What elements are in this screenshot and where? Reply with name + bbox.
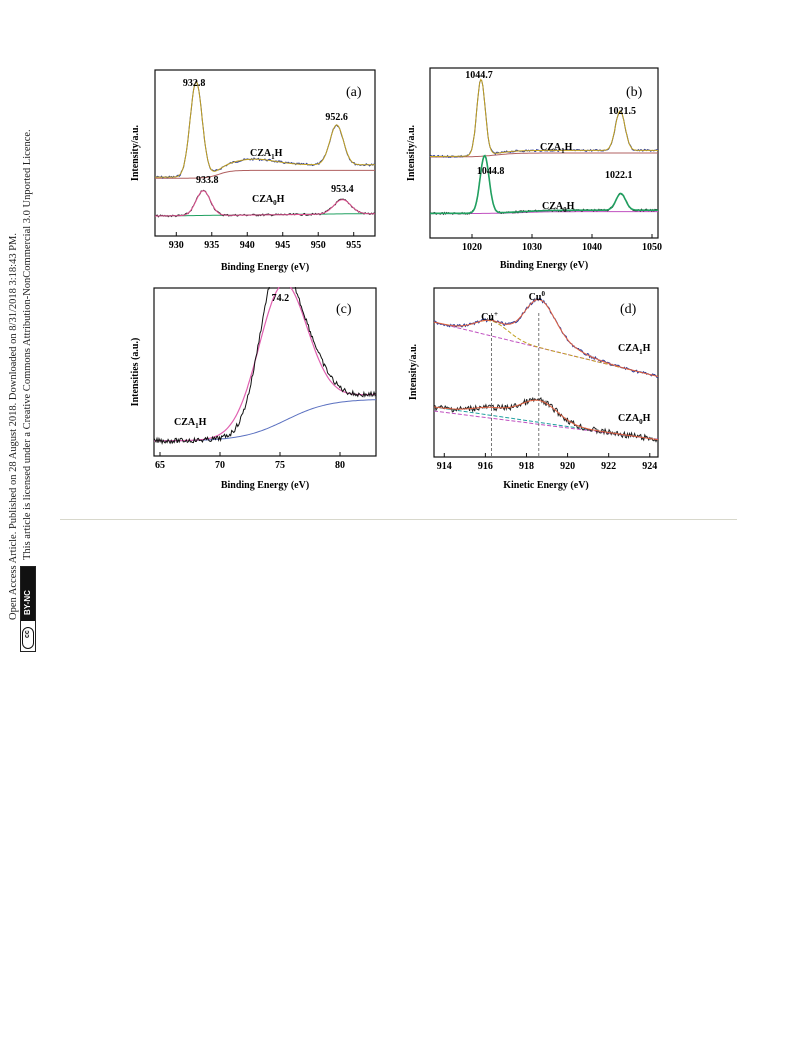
y-axis-label: Intensity/a.u. — [406, 124, 417, 181]
peak-label-2: 952.6 — [325, 112, 348, 123]
cc-badge-text: BY-NC — [23, 590, 32, 615]
peak-label-3: 1044.8 — [477, 166, 505, 177]
x-tick-label: 1020 — [462, 242, 482, 253]
x-tick-label: 80 — [335, 460, 345, 471]
plot-curves — [433, 297, 659, 457]
panel-label: (a) — [346, 85, 362, 100]
x-tick-label: 918 — [519, 461, 534, 472]
x-tick-label: 940 — [240, 240, 255, 251]
x-tick-label: 935 — [204, 240, 219, 251]
y-axis-label: Intensity/a.u. — [130, 124, 141, 181]
publication-notice: Open Access Article. Published on 28 Aug… — [8, 232, 19, 620]
x-axis-label: Kinetic Energy (eV) — [503, 480, 589, 491]
series-label-cza1h: CZA1H — [174, 417, 207, 430]
section-divider — [60, 519, 737, 520]
fit-curve-cza1h — [155, 81, 375, 178]
x-axis-label: Binding Energy (eV) — [221, 480, 309, 491]
cc-licence-badge[interactable]: BY-NC cc — [20, 566, 36, 652]
x-tick-label: 924 — [642, 461, 657, 472]
xps-panel-b: 1020 1030 1040 1050 (b) 1044.7 1021.5 1044.… — [406, 67, 662, 271]
background-curve-cza1h — [430, 152, 658, 158]
series-label-cza1h: CZA1H — [618, 343, 651, 356]
x-tick-label: 70 — [215, 460, 225, 471]
plot-frame — [433, 287, 659, 458]
x-tick-label: 955 — [346, 240, 361, 251]
plot-curves — [153, 287, 377, 445]
peak-label-3: 933.8 — [196, 175, 219, 186]
plot-curves — [429, 78, 659, 216]
x-axis-ticks: 930 935 940 945 950 955 — [169, 232, 361, 251]
fit-curve — [154, 287, 377, 442]
y-axis-label: Intensities (a.u.) — [130, 338, 141, 407]
panel-label: (b) — [626, 85, 643, 100]
licence-sidebar: Open Access Article. Published on 28 Aug… — [0, 0, 44, 700]
x-tick-label: 950 — [311, 240, 326, 251]
xps-panel-d: 914 916 918 920 922 924 (d) Cu+ Cu0 CZA1H CZA… — [408, 287, 659, 491]
x-tick-label: 1030 — [522, 242, 542, 253]
data-curve-cza1h — [154, 80, 375, 179]
fit-curve-cza0h — [433, 399, 659, 441]
plot-frame — [153, 287, 377, 457]
series-label-cza0h: CZA0H — [618, 413, 651, 426]
data-curve — [153, 287, 377, 445]
x-tick-label: 945 — [275, 240, 290, 251]
background-curve-cza1h — [155, 169, 375, 179]
plot-frame — [154, 69, 376, 237]
fit-curve-cza1h — [430, 78, 658, 157]
x-tick-label: 922 — [601, 461, 616, 472]
series-label-cza1h: CZA1H — [250, 148, 283, 161]
xps-panel-c: 65 70 75 80 (c) 74.2 CZA1H Binding Energy (… — [130, 287, 377, 491]
series-label-cza0h: CZA0H — [252, 194, 285, 207]
peak-label-4: 953.4 — [331, 184, 354, 195]
cc-logo-icon: cc — [22, 627, 34, 649]
x-axis-ticks: 1020 1030 1040 1050 — [462, 234, 662, 253]
peak-label-cu-plus: Cu+ — [481, 310, 498, 323]
licence-notice: This article is licensed under a Creativ… — [22, 129, 33, 560]
peak-label-cu-zero: Cu0 — [529, 290, 546, 303]
x-axis-label: Binding Energy (eV) — [500, 260, 588, 271]
y-axis-label: Intensity/a.u. — [408, 343, 419, 400]
fit-curve-cza0h — [430, 154, 658, 215]
peak-label-1: 74.2 — [272, 293, 290, 304]
x-axis-label: Binding Energy (eV) — [221, 262, 309, 273]
x-tick-label: 65 — [155, 460, 165, 471]
x-axis-ticks: 914 916 918 920 922 924 — [437, 453, 657, 472]
x-tick-label: 930 — [169, 240, 184, 251]
fit-curve-cza1h — [433, 299, 659, 377]
peak-label-1: 1044.7 — [465, 70, 493, 81]
panel-label: (d) — [620, 302, 637, 317]
xps-panel-a: 930 935 940 945 950 955 (a) 932.8 952.6 933.8… — [130, 69, 376, 273]
peak-label-4: 1022.1 — [605, 170, 633, 181]
series-label-cza1h: CZA1H — [540, 142, 573, 155]
x-tick-label: 920 — [560, 461, 575, 472]
peak-label-2: 1021.5 — [608, 106, 636, 117]
series-label-cza0h: CZA0H — [542, 201, 575, 214]
x-tick-label: 1050 — [642, 242, 662, 253]
fit-curve-cza0h — [155, 190, 375, 217]
x-tick-label: 916 — [478, 461, 493, 472]
x-tick-label: 75 — [275, 460, 285, 471]
x-tick-label: 1040 — [582, 242, 602, 253]
peak-label-1: 932.8 — [183, 78, 206, 89]
plot-curves — [154, 80, 376, 218]
x-axis-ticks: 65 70 75 80 — [155, 452, 345, 471]
panel-label: (c) — [336, 302, 352, 317]
x-tick-label: 914 — [437, 461, 452, 472]
